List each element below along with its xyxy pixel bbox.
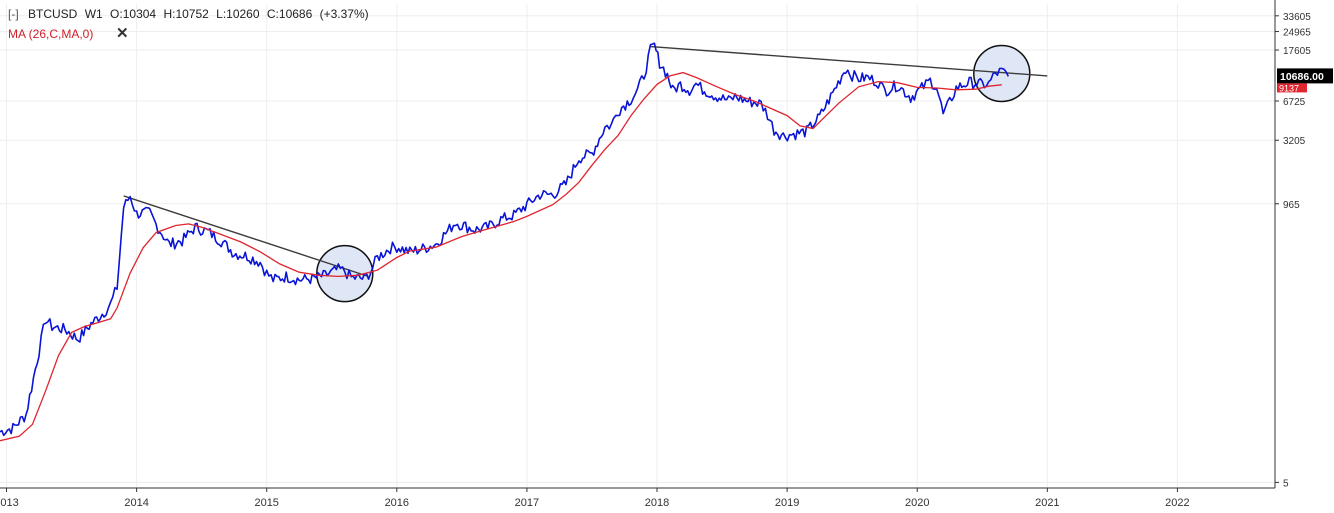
y-tick-label: 6725 (1283, 97, 1306, 108)
x-tick-label: 2022 (1165, 497, 1189, 509)
chart-series (0, 42, 1010, 442)
x-tick-label: 2017 (515, 497, 539, 509)
trendline (123, 195, 369, 278)
x-tick-label: 2013 (0, 497, 19, 509)
y-tick-label: 24965 (1283, 28, 1311, 39)
collapse-icon[interactable]: [-] (8, 7, 19, 21)
x-tick-label: 2014 (124, 497, 148, 509)
open-value: O:10304 (110, 7, 157, 21)
ma-series-line (0, 71, 1002, 442)
y-tick-label: 5 (1283, 478, 1289, 489)
y-tick-label: 17605 (1283, 46, 1311, 57)
close-value: C:10686 (266, 7, 313, 21)
y-tick-label: 965 (1283, 200, 1300, 211)
ma-label: MA (26,C,MA,0) (8, 27, 94, 41)
close-icon[interactable]: ✕ (116, 25, 129, 42)
change-value: (+3.37%) (319, 7, 369, 21)
last-price-badge (1277, 68, 1333, 84)
x-tick-label: 2021 (1035, 497, 1059, 509)
price-series-line (0, 42, 1010, 437)
ma-price-badge (1277, 83, 1307, 93)
x-tick-label: 2018 (645, 497, 669, 509)
trendlines (123, 45, 1048, 278)
ma-price-label: 9137 (1279, 83, 1299, 93)
indicator-legend: MA (26,C,MA,0) (8, 27, 97, 41)
x-tick-label: 2019 (775, 497, 799, 509)
x-tick-label: 2016 (385, 497, 409, 509)
x-tick-label: 2020 (905, 497, 929, 509)
symbol-legend: [-] BTCUSD W1 O:10304 H:10752 L:10260 C:… (8, 7, 373, 21)
trendline (650, 45, 1048, 77)
chart-grid (0, 4, 1275, 488)
last-price-label: 10686.00 (1280, 71, 1324, 83)
y-tick-label: 33605 (1283, 12, 1311, 23)
highlight-circle (973, 44, 1031, 103)
x-tick-label: 2015 (254, 497, 278, 509)
symbol-label: BTCUSD (28, 7, 78, 21)
low-value: L:10260 (216, 7, 260, 21)
interval-label: W1 (84, 7, 103, 21)
y-tick-label: 3205 (1283, 136, 1306, 147)
high-value: H:10752 (163, 7, 209, 21)
highlight-circles (316, 44, 1031, 303)
